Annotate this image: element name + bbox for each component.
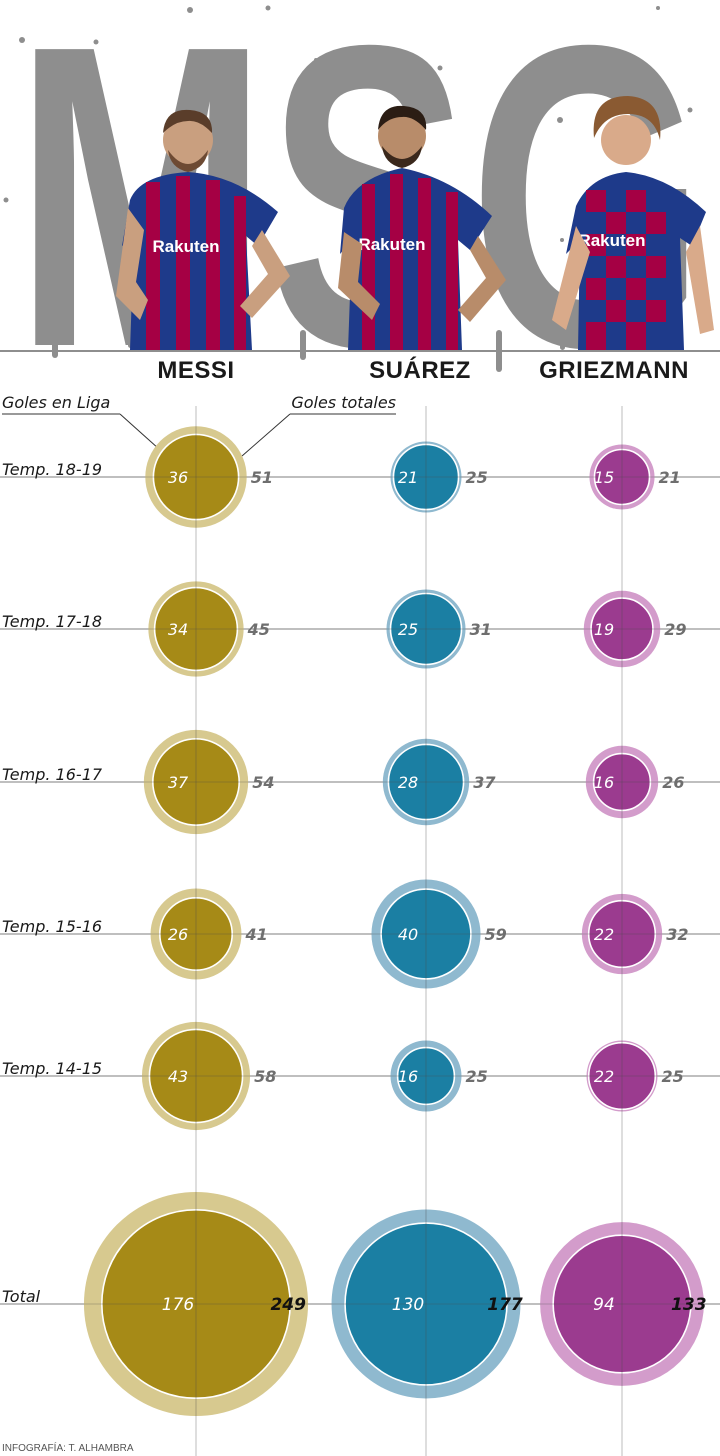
player-figure-messi: Rakuten	[116, 109, 290, 350]
jersey-checks	[586, 190, 666, 350]
jersey-sponsor: Rakuten	[578, 231, 645, 250]
value-total-griezmann: 29	[664, 620, 686, 639]
value-league-suarez: 21	[398, 468, 418, 487]
value-total-suarez: 25	[466, 468, 488, 487]
value-total-messi: 58	[254, 1067, 276, 1086]
player-hair	[378, 105, 427, 130]
player-arm-right	[240, 230, 290, 318]
player-arm-right	[686, 226, 714, 334]
player-arm-left	[552, 226, 590, 330]
legend-outer-label: Goles totales	[291, 393, 396, 412]
player-head	[601, 115, 651, 165]
jersey-sponsor: Rakuten	[358, 235, 425, 254]
value-total-griezmann: 133	[671, 1295, 707, 1315]
player-name-suarez: SUÁREZ	[369, 356, 471, 384]
value-league-messi: 36	[168, 468, 188, 487]
chart-labels: Temp. 18-19 Temp. 17-18 Temp. 16-17 Temp. 1…	[2, 460, 707, 1315]
player-name-griezmann: GRIEZMANN	[539, 357, 689, 384]
jersey-sponsor: Rakuten	[152, 237, 219, 256]
player-hair	[593, 96, 661, 140]
player-arm-left	[338, 232, 380, 320]
player-hair	[163, 109, 213, 133]
value-total-messi: 51	[251, 468, 273, 487]
value-league-messi: 34	[168, 620, 188, 639]
row-label: Temp. 15-16	[2, 917, 102, 936]
value-total-suarez: 25	[466, 1067, 488, 1086]
row-label: Temp. 17-18	[2, 612, 102, 631]
player-head	[163, 115, 213, 165]
row-label: Temp. 14-15	[2, 1059, 102, 1078]
legend-inner-label: Goles en Liga	[2, 393, 110, 412]
value-total-messi: 54	[252, 773, 274, 792]
value-league-griezmann: 16	[594, 773, 614, 792]
value-total-messi: 45	[247, 620, 270, 639]
value-league-messi: 176	[162, 1295, 195, 1315]
jersey-stripes	[146, 176, 246, 350]
value-league-suarez: 130	[392, 1295, 424, 1315]
player-arm-right	[458, 236, 506, 322]
legend-leader-outer-diag	[241, 413, 291, 457]
value-total-messi: 249	[270, 1295, 306, 1315]
row-label: Temp. 18-19	[2, 460, 102, 479]
row-label: Temp. 16-17	[2, 765, 103, 784]
player-head	[378, 112, 426, 160]
value-league-messi: 37	[168, 773, 189, 792]
player-figure-suarez: Rakuten	[338, 105, 506, 350]
value-total-suarez: 59	[485, 925, 507, 944]
value-league-messi: 43	[168, 1067, 188, 1086]
value-total-suarez: 37	[473, 773, 496, 792]
value-total-griezmann: 25	[662, 1067, 684, 1086]
value-league-griezmann: 22	[594, 925, 614, 944]
value-league-griezmann: 15	[594, 468, 614, 487]
value-league-suarez: 16	[398, 1067, 418, 1086]
value-total-griezmann: 21	[659, 468, 681, 487]
value-league-messi: 26	[168, 925, 188, 944]
legend: Goles en Liga Goles totales	[2, 393, 396, 467]
value-league-suarez: 28	[398, 773, 418, 792]
credit-line: INFOGRAFÍA: T. ALHAMBRA	[2, 1441, 134, 1454]
row-label: Total	[2, 1287, 41, 1306]
value-total-griezmann: 26	[662, 773, 684, 792]
player-arm-left	[116, 208, 148, 320]
value-league-griezmann: 19	[594, 620, 614, 639]
value-total-griezmann: 32	[666, 925, 688, 944]
value-total-suarez: 31	[470, 620, 492, 639]
value-league-suarez: 40	[398, 925, 418, 944]
value-league-suarez: 25	[398, 620, 418, 639]
player-name-messi: MESSI	[157, 357, 234, 384]
value-total-messi: 41	[245, 925, 268, 944]
value-league-griezmann: 22	[594, 1067, 614, 1086]
player-figure-griezmann: Rakuten	[552, 96, 714, 350]
chart-bubbles	[83, 426, 704, 1417]
player-beard	[382, 146, 422, 168]
value-total-suarez: 177	[487, 1295, 523, 1315]
player-beard	[168, 150, 208, 172]
value-league-griezmann: 94	[593, 1295, 615, 1315]
player-jersey	[566, 172, 706, 350]
